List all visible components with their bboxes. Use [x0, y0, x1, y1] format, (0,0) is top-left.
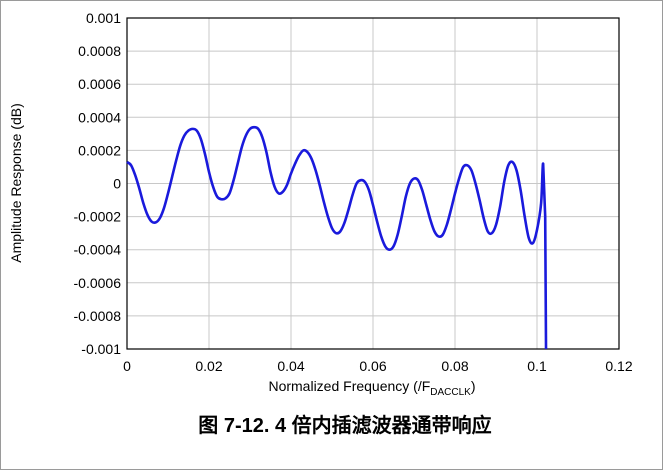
y-tick-label-7: -0.0004 — [74, 242, 122, 258]
y-tick-labels: 0.001 0.0008 0.0006 0.0004 0.0002 0 -0.0002 -0.… — [74, 10, 122, 357]
amplitude-response-line — [126, 125, 548, 350]
x-axis-label-subscript: DACCLK — [430, 387, 471, 398]
x-tick-labels: 0 0.02 0.04 0.06 0.08 0.1 0.12 — [123, 358, 633, 374]
x-tick-label-1: 0.02 — [195, 358, 222, 374]
y-tick-label-6: -0.0002 — [74, 209, 122, 225]
x-tick-label-4: 0.08 — [441, 358, 468, 374]
figure-caption: 图 7-12. 4 倍内插滤波器通带响应 — [198, 413, 491, 437]
plot-area-border — [126, 17, 620, 350]
x-axis-label-end: ) — [471, 378, 476, 394]
x-tick-label-2: 0.04 — [277, 358, 304, 374]
x-axis-label-main: Normalized Frequency (/F — [268, 378, 430, 394]
y-tick-label-0: 0.001 — [86, 10, 121, 26]
y-tick-label-4: 0.0002 — [78, 142, 121, 158]
x-tick-label-3: 0.06 — [359, 358, 386, 374]
y-tick-label-5: 0 — [113, 176, 121, 192]
y-tick-label-8: -0.0006 — [74, 275, 122, 291]
y-axis-label: Amplitude Response (dB) — [8, 103, 24, 263]
x-tick-label-5: 0.1 — [527, 358, 547, 374]
y-tick-label-2: 0.0006 — [78, 76, 121, 92]
y-tick-label-3: 0.0004 — [78, 109, 121, 125]
y-tick-label-10: -0.001 — [81, 341, 121, 357]
y-tick-label-9: -0.0008 — [74, 308, 122, 324]
x-axis-label: Normalized Frequency (/FDACCLK) — [268, 378, 475, 398]
grid-lines — [126, 17, 620, 350]
y-tick-label-1: 0.0008 — [78, 43, 121, 59]
x-tick-label-0: 0 — [123, 358, 131, 374]
x-tick-label-6: 0.12 — [605, 358, 632, 374]
